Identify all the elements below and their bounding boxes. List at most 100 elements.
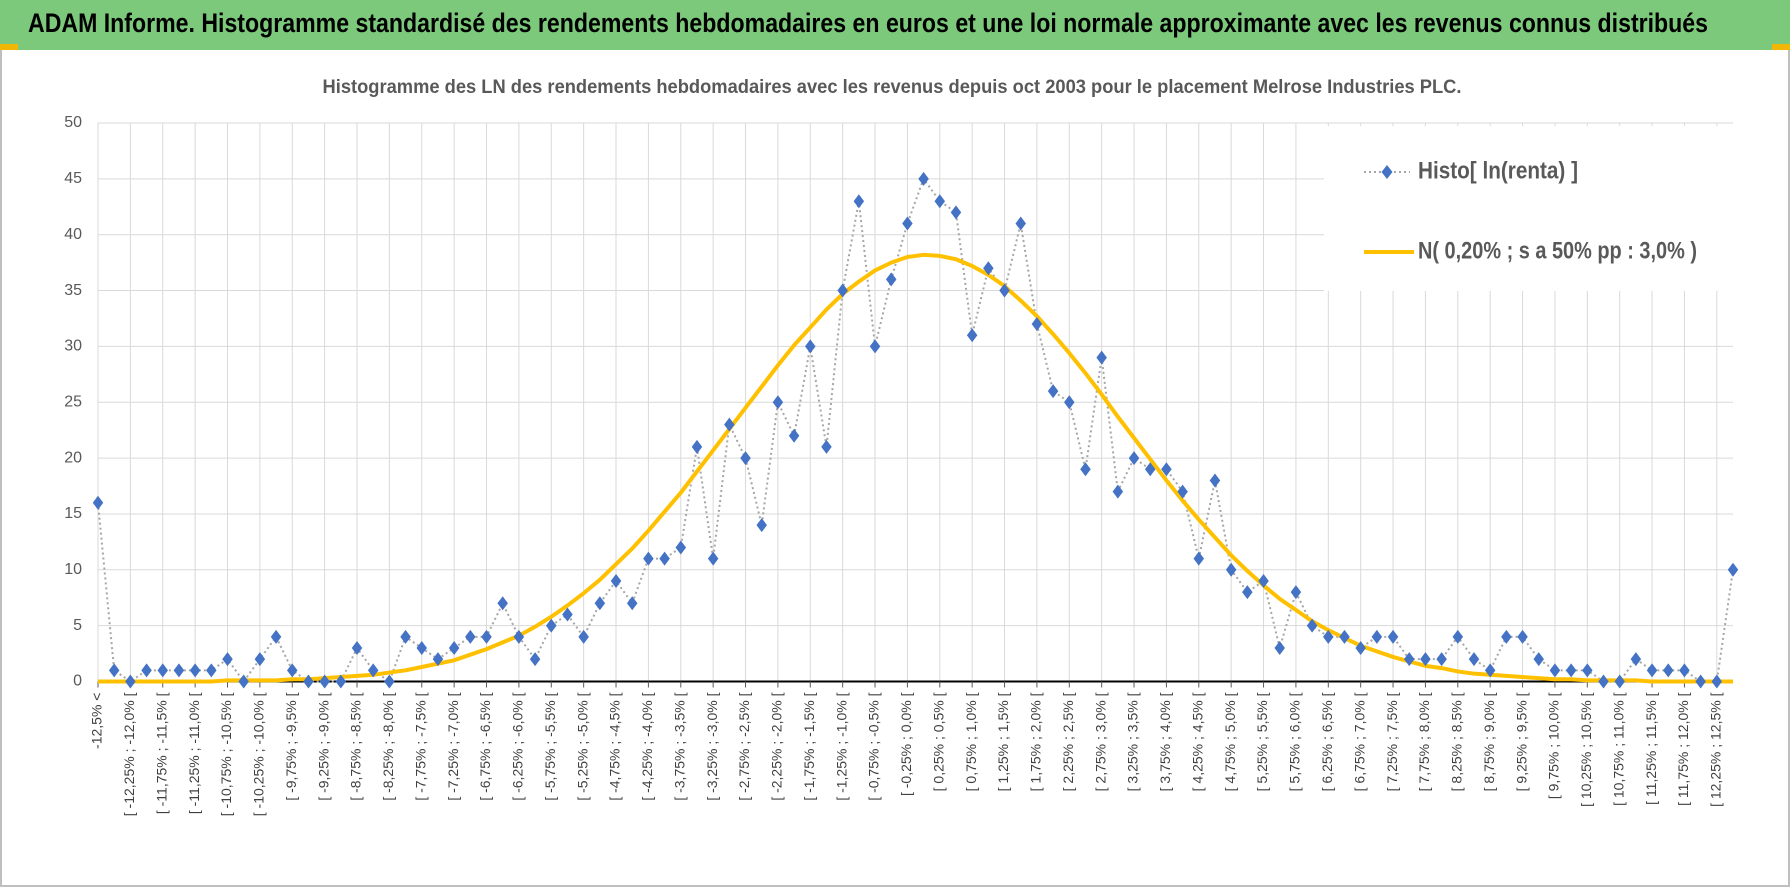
histogram-marker [805,339,816,354]
histogram-marker [1355,640,1366,655]
histogram-marker [902,216,913,231]
x-tick-label: [ -10,25% ; -10,0% [ [251,692,267,816]
histogram-marker [400,629,411,644]
x-tick-label: [ -2,75% ; -2,5% [ [736,692,752,800]
histogram-marker [821,439,832,454]
histogram-marker [594,596,606,611]
histogram-marker [1274,640,1285,655]
x-tick-label: [ 6,75% ; 7,0% [ [1351,692,1367,791]
histogram-marker [1436,652,1447,667]
histogram-marker [1112,484,1124,499]
legend-box [1324,126,1735,291]
histogram-marker [610,573,622,588]
histogram-marker [740,451,751,466]
x-tick-label: [ 5,75% ; 6,0% [ [1287,692,1303,791]
histogram-marker [1646,663,1658,678]
x-tick-label: [ -11,25% ; -11,0% [ [186,692,202,814]
histogram-marker [141,663,152,678]
histogram-marker [966,328,978,343]
histogram-marker [1614,674,1625,689]
y-tick-label: 40 [64,226,82,243]
histogram-marker [1371,629,1383,644]
histogram-marker [1209,473,1221,488]
histogram-marker [384,674,395,689]
histogram-marker [756,518,767,533]
histogram-marker [1533,652,1544,667]
histogram-marker [837,283,848,298]
histogram-marker [254,652,266,667]
x-tick-label: [ 7,25% ; 7,5% [ [1384,692,1400,791]
x-tick-label: [ 4,25% ; 4,5% [ [1189,692,1205,791]
histogram-marker [1031,317,1043,332]
histogram-marker [125,674,136,689]
histogram-line [97,176,1734,684]
histogram-marker [788,428,800,443]
x-tick-label: [ -12,25% ; -12,0% [ [121,692,137,816]
histogram-marker [1468,652,1480,667]
histogram-marker [222,652,233,667]
histogram-marker [1695,674,1706,689]
histogram-marker [1565,663,1577,678]
x-tick-label: [ -1,75% ; -1,5% [ [801,692,817,800]
histogram-marker [1387,629,1399,644]
x-tick-label: [ -3,75% ; -3,5% [ [671,692,687,800]
histogram-marker [1420,652,1431,667]
histogram-marker [1323,629,1334,644]
x-tick-label: [ 2,25% ; 2,5% [ [1060,692,1076,791]
histogram-marker [1258,573,1269,588]
histogram-marker [448,640,460,655]
x-tick-label: [ 10,25% ; 10,5% [ [1578,692,1594,807]
x-tick-label: [ -9,25% ; -9,0% [ [315,692,331,800]
legend-label: N( 0,20% ; s a 50% pp : 3,0% ) [1418,237,1697,264]
y-tick-label: 20 [64,449,82,466]
x-tick-label: [ -7,25% ; -7,0% [ [445,692,461,800]
y-tick-label: 25 [64,393,82,410]
histogram-marker [1679,663,1690,678]
x-tick-label: [ -5,25% ; -5,0% [ [574,692,590,800]
x-tick-label: [ 11,75% ; 12,0% [ [1675,692,1691,805]
histogram-marker [1727,562,1739,577]
x-tick-label: [ 8,75% ; 9,0% [ [1481,692,1497,791]
histogram-marker [157,663,169,678]
x-tick-label: [ -7,75% ; -7,5% [ [412,692,428,800]
histogram-marker [1549,663,1561,678]
x-tick-label: -12,5% < [89,693,105,749]
y-tick-label: 50 [64,114,82,131]
y-tick-label: 0 [73,673,82,690]
x-tick-label: [ 3,75% ; 4,0% [ [1157,692,1173,791]
x-tick-label: [ 1,75% ; 2,0% [ [1028,692,1044,791]
x-tick-label: [ 1,25% ; 1,5% [ [995,692,1011,791]
histogram-marker [1517,629,1528,644]
histogram-marker [270,629,282,644]
histogram-marker [1403,652,1415,667]
histogram-marker [1339,629,1350,644]
histogram-marker [1452,629,1464,644]
histogram-marker [92,495,104,510]
histogram-marker [1161,462,1172,477]
histogram-marker [108,663,120,678]
histogram-marker [1306,618,1318,633]
x-tick-label: [ 7,75% ; 8,0% [ [1416,692,1432,791]
histogram-marker [675,540,687,555]
x-tick-label: [ -6,25% ; -6,0% [ [510,692,526,800]
y-tick-label: 35 [64,282,82,299]
histogram-marker [1015,216,1026,231]
histogram-marker [1047,384,1059,399]
histogram-marker [529,652,541,667]
histogram-marker [335,674,347,689]
x-tick-label: [ -9,75% ; -9,5% [ [283,692,299,800]
legend-label: Histo[ ln(renta) ] [1418,157,1578,184]
header-title: ADAM Informe. Histogramme standardisé de… [28,8,1708,38]
histogram-marker [432,652,444,667]
x-tick-label: [ 9,75% ; 10,0% [ [1546,692,1562,799]
histogram-marker [643,551,654,566]
histogram-marker [1242,585,1253,600]
x-tick-label: [ -5,75% ; -5,5% [ [542,692,558,800]
y-tick-label: 15 [64,505,82,522]
histogram-marker [1128,451,1140,466]
histogram-marker [691,439,703,454]
normal-curve [98,252,1733,684]
x-tick-label: [ -2,25% ; -2,0% [ [769,692,785,800]
histogram-marker [1501,629,1512,644]
histogram-marker [934,194,946,209]
